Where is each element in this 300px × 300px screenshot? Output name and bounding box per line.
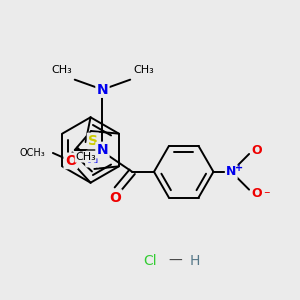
Text: ⁻: ⁻ xyxy=(264,189,270,202)
Text: H: H xyxy=(189,254,200,268)
Text: CH₃: CH₃ xyxy=(75,152,96,162)
Text: Cl: Cl xyxy=(143,254,157,268)
Text: OCH₃: OCH₃ xyxy=(19,148,45,158)
Text: O: O xyxy=(252,143,262,157)
Text: N: N xyxy=(87,152,98,166)
Text: N: N xyxy=(97,143,108,157)
Text: CH₃: CH₃ xyxy=(133,65,154,75)
Text: N: N xyxy=(97,82,108,97)
Text: O: O xyxy=(252,187,262,200)
Text: S: S xyxy=(88,134,98,148)
Text: —: — xyxy=(168,254,182,268)
Text: O: O xyxy=(65,154,77,168)
Text: +: + xyxy=(235,163,243,173)
Text: O: O xyxy=(110,190,121,205)
Text: CH₃: CH₃ xyxy=(51,65,72,75)
Text: N: N xyxy=(226,165,236,178)
